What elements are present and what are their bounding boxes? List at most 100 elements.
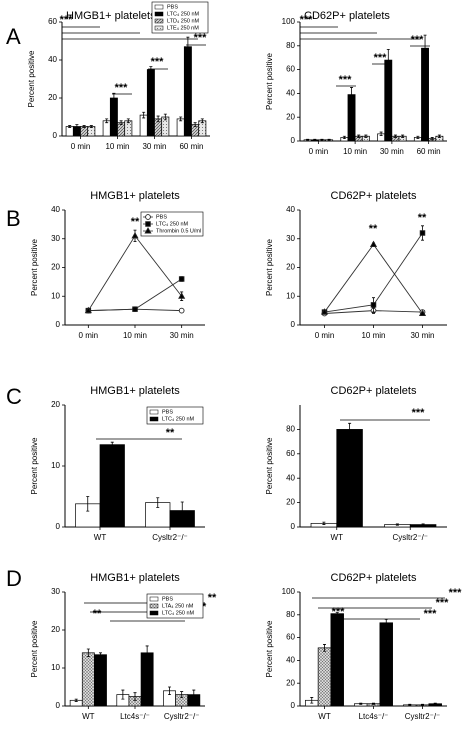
y-tick-label: 20 (286, 263, 295, 272)
chart-title: CD62P+ platelets (304, 10, 390, 22)
annotation: *** (436, 597, 450, 609)
error-bar (133, 692, 137, 701)
y-tick-label: 10 (51, 663, 60, 672)
annotation: *** (424, 608, 438, 620)
y-axis-label: Percent positive (265, 620, 274, 677)
y-tick-label: 10 (51, 461, 60, 470)
error-bar (126, 118, 130, 124)
bar (81, 652, 95, 707)
annotation: *** (412, 407, 426, 419)
error-bar (372, 702, 375, 705)
x-tick-label: 10 min (343, 147, 367, 156)
chart-title: CD62P+ platelets (331, 572, 417, 584)
bar (99, 444, 125, 528)
annotation: ** (208, 592, 217, 604)
annotation: ** (166, 427, 175, 439)
x-tick-label: Ltc4s⁻/⁻ (120, 712, 150, 721)
error-bar (357, 134, 361, 138)
y-tick-label: 0 (56, 320, 61, 329)
y-axis-label: Percent positive (265, 238, 274, 295)
error-bar (98, 652, 102, 657)
error-bar (401, 134, 405, 138)
legend-label: LTD₄ 250 nM (167, 18, 200, 24)
legend-marker (145, 214, 151, 220)
x-tick-label: 0 min (315, 331, 335, 340)
point (131, 231, 139, 239)
point (178, 307, 185, 314)
legend-label: PBS (156, 214, 167, 220)
x-tick-label: 10 min (105, 142, 129, 151)
y-tick-label: 40 (286, 89, 295, 98)
annotation: ** (93, 608, 102, 620)
legend-label: LTC₄ 250 nM (162, 610, 195, 616)
x-tick-label: 0 min (309, 147, 329, 156)
annotation: *** (115, 82, 129, 94)
point (370, 302, 377, 308)
y-tick-label: 40 (48, 55, 57, 64)
y-tick-label: 30 (51, 234, 60, 243)
legend-label: PBS (167, 4, 178, 10)
annotation: ** (418, 212, 427, 224)
bar (87, 126, 96, 137)
chart-title: CD62P+ platelets (331, 385, 417, 397)
point (178, 276, 185, 282)
error-bar (142, 111, 146, 119)
error-bar (193, 122, 197, 127)
y-tick-label: 0 (56, 701, 61, 710)
error-bar (121, 689, 125, 700)
annotation: *** (60, 14, 74, 26)
error-bar (322, 521, 326, 525)
bar (140, 652, 154, 707)
y-axis-label: Percent positive (265, 52, 274, 109)
y-tick-label: 20 (51, 400, 60, 409)
x-tick-label: 30 min (142, 142, 166, 151)
x-tick-label: WT (331, 533, 344, 542)
error-bar (416, 135, 420, 140)
panel-label: A (6, 24, 21, 49)
error-bar (327, 138, 331, 141)
bar (183, 46, 192, 137)
point (132, 306, 138, 312)
error-bar (68, 125, 72, 128)
y-tick-label: 10 (51, 291, 60, 300)
y-tick-label: 60 (48, 17, 57, 26)
annotation: *** (339, 74, 353, 86)
error-bar (119, 120, 123, 125)
y-tick-label: 60 (286, 449, 295, 458)
annotation: *** (374, 52, 388, 64)
y-tick-label: 20 (48, 93, 57, 102)
error-bar (323, 644, 326, 652)
y-tick-label: 40 (286, 205, 295, 214)
legend-label: LTC₄ 250 nM (156, 221, 189, 227)
error-bar (393, 134, 397, 138)
y-tick-label: 40 (51, 205, 60, 214)
x-tick-label: 30 min (170, 331, 194, 340)
y-tick-label: 100 (282, 17, 296, 26)
x-tick-label: 10 min (361, 331, 385, 340)
legend-label: LTC₄ 250 nM (167, 11, 200, 17)
x-tick-label: 60 min (179, 142, 203, 151)
bar (94, 654, 107, 707)
y-axis-label: Percent positive (30, 620, 39, 677)
x-tick-label: Cysltr2⁻/⁻ (405, 712, 441, 721)
point (84, 306, 92, 314)
error-bar (156, 497, 160, 508)
x-tick-label: WT (318, 712, 331, 721)
annotation: *** (332, 606, 346, 618)
legend-swatch (154, 11, 164, 17)
y-tick-label: 80 (286, 610, 295, 619)
error-bar (74, 698, 78, 702)
legend-swatch (154, 4, 164, 10)
point (369, 240, 378, 247)
bar (421, 47, 429, 142)
x-tick-label: WT (82, 712, 95, 721)
legend-label: LTC₄ 250 nM (162, 416, 195, 422)
legend-swatch (149, 596, 159, 602)
error-bar (421, 523, 425, 526)
panel-label: C (6, 384, 22, 409)
point (418, 309, 427, 316)
error-bar (364, 134, 368, 138)
y-tick-label: 20 (51, 263, 60, 272)
annotation: ** (131, 216, 140, 228)
